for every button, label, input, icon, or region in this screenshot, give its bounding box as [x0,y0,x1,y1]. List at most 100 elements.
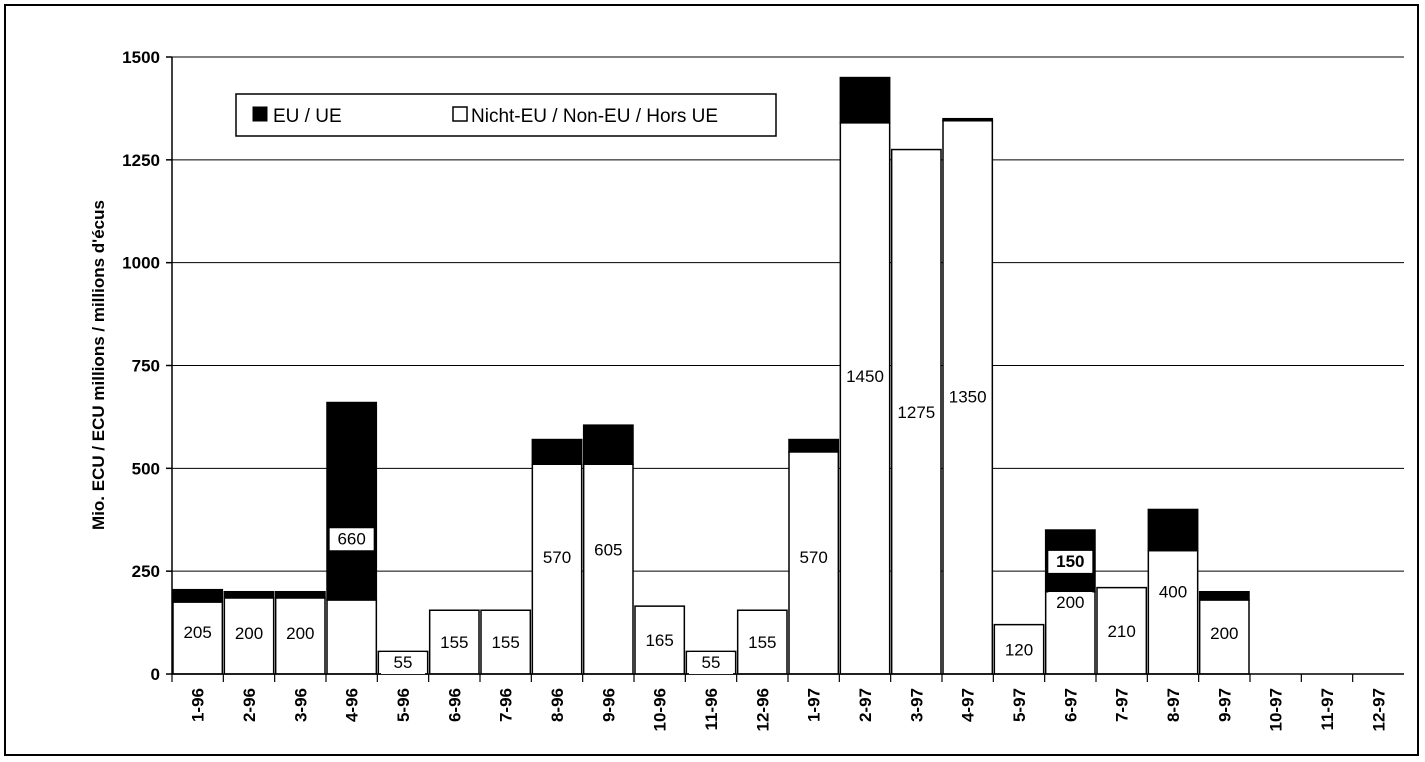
bar-value-label: 1450 [846,367,884,386]
x-tick-label: 1-97 [805,688,824,722]
bar-value-label: 120 [1005,640,1033,659]
x-tick-label: 1-96 [189,688,208,722]
y-tick-label: 0 [151,665,160,684]
x-tick-label: 5-97 [1010,688,1029,722]
bar-value-label: 155 [748,633,776,652]
y-tick-label: 1500 [122,48,160,67]
bar-eu [942,117,994,122]
legend-eu-swatch [252,106,268,122]
x-tick-label: 8-97 [1164,688,1183,722]
x-tick-label: 4-97 [959,688,978,722]
bar-value-label: 570 [799,548,827,567]
x-tick-label: 7-97 [1113,688,1132,722]
bar-non-eu [582,463,634,675]
bar-value-label: 200 [1210,624,1238,643]
grid-lines [172,56,1404,572]
bar-non-eu [326,599,378,675]
legend-eu-label: EU / UE [273,106,342,127]
bar-non-eu [1147,549,1199,675]
x-tick-label: 3-96 [291,688,310,722]
x-tick-label: 12-97 [1369,688,1388,731]
bar-eu [326,401,378,601]
labels: 205 200 200 660 55 155 155 570 605 165 55 155 570 145… [175,365,1247,674]
bar-non-eu [839,122,891,675]
bar-label-bg [278,622,323,645]
bar-value-label: 200 [235,624,263,643]
y-tick-label: 1000 [122,254,160,273]
bar-value-label: 55 [394,653,413,672]
bar-label-bg [637,630,682,653]
bar-eu [531,438,583,465]
bar-value-label: 200 [286,624,314,643]
bar-label-bg [483,632,528,655]
bar-label-bg [945,386,990,409]
bar-value-label: 155 [491,633,519,652]
y-tick-label: 1250 [122,151,160,170]
bar-non-eu [531,463,583,675]
bar-label-bg [586,539,631,562]
bar-value-label: 200 [1056,593,1084,612]
x-tick-label: 9-96 [599,688,618,722]
bar-label-bg [843,365,887,388]
bar-eu [582,424,634,465]
y-tick-label: 750 [132,357,160,376]
bar-label-bg [381,652,425,674]
legend-non-eu-label: Nicht-EU / Non-EU / Hors UE [471,106,718,127]
bar-label-bg [894,401,939,424]
bar-label-bg [791,546,836,569]
bar-label-bg [1099,620,1144,643]
bar-label-bg [1202,622,1247,645]
x-tick-label: 3-97 [907,688,926,722]
axes: 0 250 500 750 1000 1250 1500 1-96 2-96 3-96 4-96 5-… [122,48,1404,731]
x-tick-label: 8-96 [548,688,567,722]
x-tick-label: 12-96 [753,688,772,731]
bar-label-bg [432,632,477,655]
bar-value-label: 570 [543,548,571,567]
bar-label-bg [175,621,220,644]
bar-value-label: 1275 [897,403,935,422]
extra-label-bg [1048,550,1093,573]
y-tick-label: 250 [132,562,160,581]
x-tick-label: 2-96 [240,688,259,722]
x-tick-label: 6-97 [1061,688,1080,722]
bar-eu [788,438,840,453]
x-tick-label: 10-96 [651,688,670,731]
bar-label-bg [1151,581,1195,604]
legend-box [235,93,777,137]
bar-label-bg [227,622,271,645]
bars [172,76,1250,675]
x-tick-label: 9-97 [1215,688,1234,722]
bar-value-label: 210 [1107,622,1135,641]
x-tick-label: 11-96 [702,688,721,731]
x-tick-label: 10-97 [1267,688,1286,731]
bar-label-bg [997,639,1041,662]
bar-value-label: 155 [440,633,468,652]
bar-value-label: 1350 [949,387,987,406]
legend: EU / UE Nicht-EU / Non-EU / Hors UE [235,93,777,137]
bar-label-bg [329,528,374,551]
x-tick-label: 2-97 [856,688,875,722]
bar-label-bg [740,632,785,655]
x-tick-label: 11-97 [1318,688,1337,731]
x-tick-label: 7-96 [497,688,516,722]
y-axis-title: Mio. ECU / ECU millions / millions d'écu… [89,200,108,530]
bar-value-label: 205 [183,623,211,642]
bar-eu [172,588,224,603]
bar-label-bg [1048,592,1093,615]
bar-eu [1198,590,1250,601]
x-tick-label: 5-96 [394,688,413,722]
bar-eu [274,590,326,599]
extra-value-label: 150 [1056,552,1084,571]
bar-label-bg [689,652,733,674]
legend-non-eu-swatch [452,106,468,122]
bar-eu [1147,508,1199,552]
y-tick-label: 500 [132,459,160,478]
x-tick-label: 6-96 [445,688,464,722]
bar-label-bg [535,546,579,569]
bar-value-label: 660 [337,529,365,548]
bar-value-label: 400 [1159,583,1187,602]
bar-value-label: 605 [594,541,622,560]
bar-value-label: 55 [702,653,721,672]
bar-eu [839,76,891,124]
